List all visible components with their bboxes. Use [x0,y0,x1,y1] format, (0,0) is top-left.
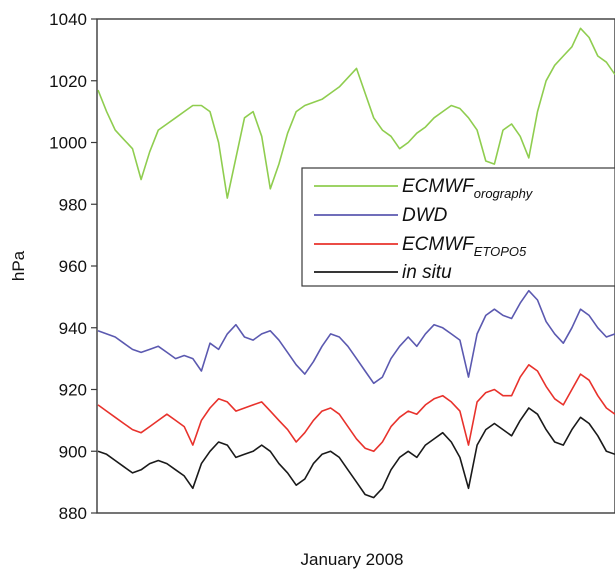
y-tick-label: 1020 [49,72,87,91]
y-tick-label: 1040 [49,10,87,29]
series-line-1 [97,289,615,385]
legend-label-subscript-2: ETOPO5 [474,244,527,259]
y-tick-label: 960 [59,257,87,276]
y-tick-label: 880 [59,504,87,523]
y-tick-label: 940 [59,319,87,338]
legend-box [301,167,615,287]
y-tick-label: 900 [59,442,87,461]
y-tick-label: 920 [59,381,87,400]
x-axis-label: January 2008 [300,550,403,569]
series-line-3 [97,407,615,499]
series-layer [97,27,615,499]
y-tick-label: 980 [59,195,87,214]
series-line-2 [97,364,615,453]
legend-label-subscript-0: orography [474,186,534,201]
legend-label-1: DWD [402,205,448,226]
y-tick-label: 1000 [49,134,87,153]
y-axis-label: hPa [9,250,28,281]
y-axis-ticks: 880 900 920 940 960 980 1000 1020 1040 [49,10,97,523]
legend-label-3: in situ [402,262,452,283]
series-line-0 [97,27,615,199]
